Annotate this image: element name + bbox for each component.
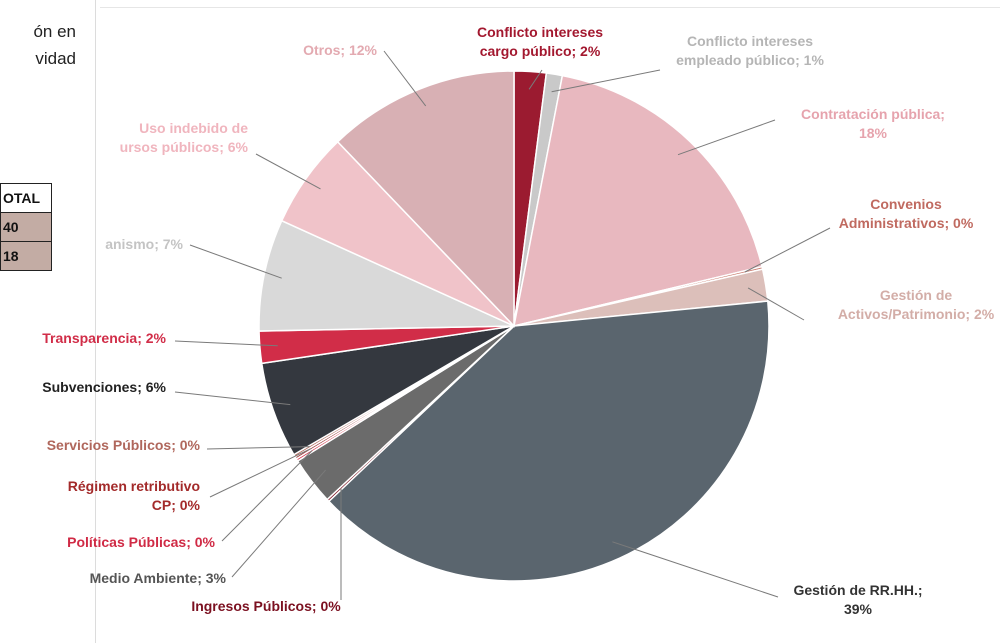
background-text-line: vidad [35, 49, 76, 68]
table-header-cell: OTAL [0, 183, 52, 213]
slice-label: Régimen retributivo CP; 0% [68, 478, 201, 513]
slice-label: Convenios Administrativos; 0% [839, 196, 974, 231]
leader-line [612, 541, 779, 598]
leader-line [677, 119, 776, 156]
leader-line [189, 244, 282, 279]
pie-slices [258, 70, 770, 582]
slice-label: Políticas Públicas; 0% [67, 534, 215, 550]
slice-label: anismo; 7% [105, 236, 183, 252]
leader-line [744, 227, 831, 273]
slice-labels: Conflicto intereses cargo público; 2% Conf… [42, 24, 994, 617]
pie-slice [327, 300, 770, 582]
slice-label: Subvenciones; 6% [42, 379, 166, 395]
leader-line [206, 446, 310, 450]
leader-lines [174, 50, 831, 600]
table-cell: 40 [0, 212, 52, 242]
slice-label: Medio Ambiente; 3% [90, 570, 227, 586]
pie-slice [336, 70, 515, 328]
leader-line [528, 69, 543, 90]
background-paragraph: ón en vidad [0, 18, 76, 72]
leader-line [747, 287, 805, 321]
slice-label: Conflicto intereses empleado público; 1% [676, 33, 824, 68]
slice-label: Gestión de Activos/Patrimonio; 2% [838, 287, 995, 322]
slice-label: Servicios Públicos; 0% [47, 437, 201, 453]
frame-top-border [100, 7, 1000, 8]
slice-label: Conflicto intereses cargo público; 2% [477, 24, 603, 59]
slice-label: Ingresos Públicos; 0% [191, 598, 341, 614]
leader-line [383, 50, 427, 107]
slice-label: Contratación pública; 18% [801, 106, 945, 141]
leader-line [174, 391, 291, 406]
leader-line [551, 69, 661, 93]
slice-label: Transparencia; 2% [42, 330, 166, 346]
pie-slice [258, 219, 515, 332]
background-text-line: ón en [33, 22, 76, 41]
slice-label: Otros; 12% [303, 42, 377, 58]
slice-label: Uso indebido de ursos públicos; 6% [120, 120, 249, 155]
leader-line [209, 448, 312, 498]
frame-divider [95, 0, 96, 643]
background-table: OTAL 40 18 [0, 183, 52, 271]
leader-line [231, 469, 326, 578]
slice-label: Gestión de RR.HH.; 39% [793, 582, 922, 617]
leader-line [255, 153, 321, 190]
table-cell: 18 [0, 241, 52, 271]
leader-line [221, 450, 313, 542]
leader-line [174, 340, 278, 347]
